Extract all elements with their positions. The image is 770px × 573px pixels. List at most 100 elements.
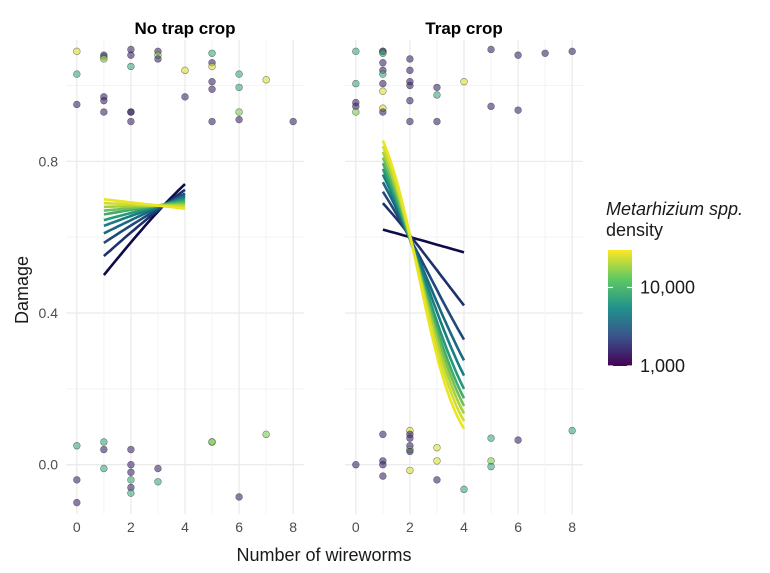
data-point (208, 438, 216, 446)
panel-title: No trap crop (134, 19, 235, 38)
data-point (379, 49, 387, 57)
data-point (289, 117, 297, 126)
fit-line (102, 183, 186, 276)
fit-line (381, 140, 466, 430)
data-point (181, 66, 189, 75)
data-point (433, 117, 441, 126)
data-point (73, 476, 81, 484)
data-point (73, 498, 81, 507)
data-point (100, 108, 108, 116)
fit-lines (102, 183, 186, 276)
data-point (433, 83, 441, 92)
data-point (208, 117, 216, 126)
data-point (235, 70, 243, 78)
x-tick-label: 6 (514, 519, 522, 535)
data-point (235, 108, 243, 116)
x-tick-label: 0 (73, 519, 81, 535)
colorbar-tick-label: 10,000 (640, 277, 695, 297)
data-point (208, 62, 216, 71)
colorbar-legend: Metarhizium spp. density 10,000 1,000 (606, 199, 743, 376)
panel-grid (345, 40, 583, 514)
data-point (406, 66, 414, 75)
y-axis: 0.0 0.4 0.8 (39, 153, 59, 472)
legend-title-italic: Metarhizium spp. (606, 199, 743, 219)
y-tick-label: 0.8 (39, 153, 59, 169)
data-point (73, 47, 81, 56)
data-point (433, 476, 441, 484)
data-point (433, 443, 441, 452)
data-point (568, 426, 576, 435)
fit-lines (381, 140, 466, 430)
data-point (127, 117, 135, 126)
data-point (181, 93, 189, 101)
data-point (73, 70, 81, 78)
data-point (352, 108, 360, 116)
data-point (262, 430, 270, 439)
y-tick-label: 0.0 (39, 457, 59, 473)
data-point (460, 78, 468, 86)
scatter-points (352, 45, 576, 494)
data-point (208, 49, 216, 57)
data-point (406, 117, 414, 126)
data-point (235, 83, 243, 92)
legend-title-plain: density (606, 220, 663, 240)
x-tick-label: 2 (406, 519, 414, 535)
data-point (100, 438, 108, 446)
panel-title: Trap crop (425, 19, 502, 38)
data-point (73, 100, 81, 109)
data-point (235, 493, 243, 501)
data-point (514, 51, 522, 59)
data-point (100, 96, 108, 105)
data-point (208, 85, 216, 93)
data-point (406, 434, 414, 442)
fit-line (381, 202, 466, 307)
panel-no-trap-crop: No trap crop (66, 19, 304, 514)
data-point (379, 87, 387, 95)
data-point (127, 461, 135, 469)
colorbar-ticks: 10,000 1,000 (608, 277, 695, 376)
data-point (154, 478, 162, 486)
fit-line (381, 191, 466, 341)
data-point (127, 445, 135, 454)
data-point (406, 466, 414, 475)
y-axis-label: Damage (12, 256, 32, 324)
x-tick-label: 2 (127, 519, 135, 535)
data-point (379, 79, 387, 88)
data-point (127, 51, 135, 59)
data-point (379, 472, 387, 480)
data-point (487, 434, 495, 442)
data-point (514, 436, 522, 444)
data-point (541, 49, 549, 57)
data-point (433, 457, 441, 465)
data-point (100, 55, 108, 63)
data-point (379, 461, 387, 469)
data-point (235, 115, 243, 124)
x-tick-label: 8 (568, 519, 576, 535)
data-point (379, 59, 387, 67)
colorbar-tick-label: 1,000 (640, 356, 685, 376)
data-point (100, 445, 108, 454)
data-point (487, 102, 495, 111)
data-point (352, 461, 360, 469)
data-point (433, 91, 441, 99)
data-point (379, 108, 387, 116)
x-axis-label: Number of wireworms (236, 545, 411, 565)
data-point (514, 106, 522, 114)
data-point (379, 430, 387, 439)
data-point (487, 462, 495, 471)
data-point (406, 96, 414, 105)
data-point (352, 79, 360, 88)
x-tick-label: 4 (460, 519, 468, 535)
data-point (127, 62, 135, 71)
scatter-points (73, 45, 297, 507)
data-point (460, 485, 468, 494)
data-point (487, 45, 495, 54)
fit-line (103, 198, 186, 210)
data-point (127, 108, 135, 116)
data-point (127, 489, 135, 497)
fit-line (381, 181, 466, 362)
data-point (73, 442, 81, 450)
data-point (127, 476, 135, 484)
